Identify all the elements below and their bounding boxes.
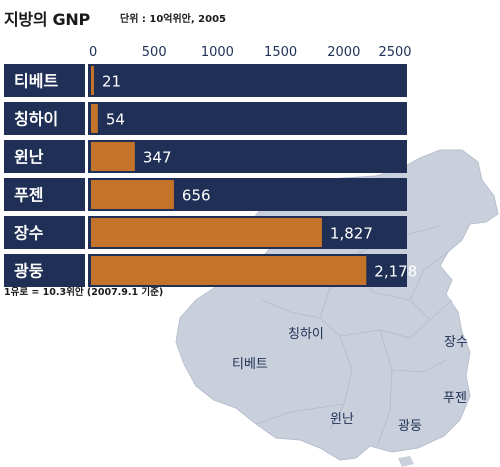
- category-label-box: [4, 140, 85, 173]
- category-label: 장수: [14, 224, 44, 243]
- chart-title: 지방의 GNP: [4, 10, 90, 29]
- data-label: 21: [102, 73, 121, 91]
- x-tick-label: 500: [142, 45, 167, 60]
- province-border: [391, 359, 447, 373]
- province-border: [339, 299, 453, 339]
- province-border: [255, 403, 345, 425]
- footnote: 1유로 = 10.3위안 (2007.9.1 기준): [4, 287, 164, 298]
- category-label-box: [4, 254, 85, 287]
- chart-subtitle: 단위 : 10억위안, 2005: [120, 14, 226, 25]
- category-label: 티베트: [14, 72, 58, 91]
- bar: [91, 142, 135, 171]
- category-label-box: [4, 216, 85, 249]
- map-label-guangdong: 광둥: [398, 419, 422, 434]
- bar-track: [88, 64, 407, 97]
- x-tick-label: 2500: [378, 45, 411, 60]
- province-border: [377, 329, 393, 445]
- category-label: 칭하이: [14, 110, 58, 129]
- data-label: 347: [143, 149, 172, 167]
- category-label-box: [4, 178, 85, 211]
- bar: [91, 66, 94, 95]
- bar: [91, 104, 98, 133]
- bar: [91, 218, 322, 247]
- bar-track: [88, 102, 407, 135]
- province-borders: [255, 225, 453, 445]
- bar: [91, 180, 174, 209]
- category-label-box: [4, 102, 85, 135]
- data-label: 656: [182, 187, 211, 205]
- map-label-jiangsu: 장수: [444, 335, 468, 350]
- bar: [91, 256, 367, 285]
- x-tick-label: 1000: [201, 45, 234, 60]
- data-label: 2,178: [374, 263, 417, 281]
- x-tick-label: 2000: [327, 45, 360, 60]
- x-tick-label: 1500: [264, 45, 297, 60]
- map-label-yunnan: 윈난: [330, 412, 354, 427]
- map-label-tibet: 티베트: [232, 357, 268, 372]
- province-border: [409, 251, 449, 301]
- category-label: 윈난: [14, 148, 44, 167]
- data-label: 1,827: [330, 225, 373, 243]
- category-label: 광둥: [14, 262, 44, 281]
- category-label: 푸젠: [14, 186, 43, 205]
- x-tick-label: 0: [89, 45, 97, 60]
- map-label-qinghai: 칭하이: [288, 327, 324, 342]
- category-label-box: [4, 64, 85, 97]
- hainan-island: [398, 456, 414, 467]
- bar-track: [88, 140, 407, 173]
- data-label: 54: [106, 111, 125, 129]
- map-label-fujian: 푸젠: [443, 391, 467, 406]
